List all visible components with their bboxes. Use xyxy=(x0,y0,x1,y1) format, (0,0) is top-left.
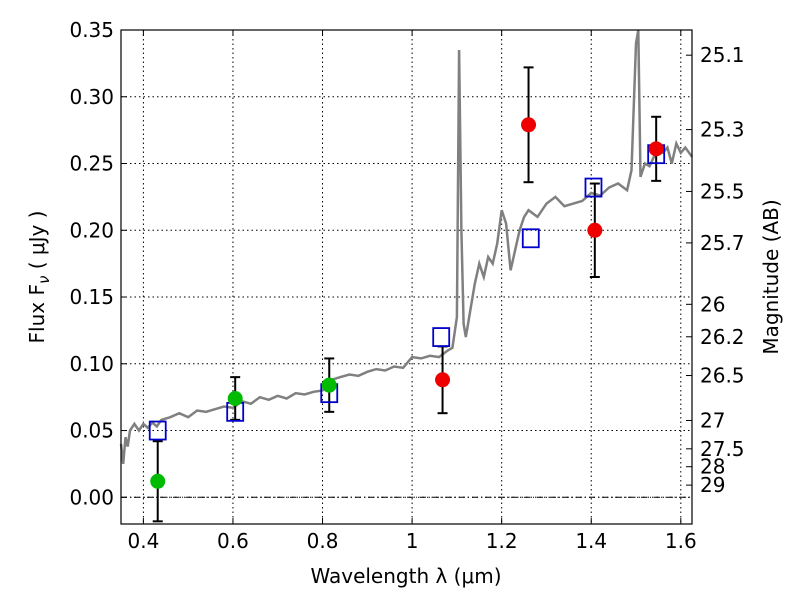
x-tick-label: 0.4 xyxy=(127,529,159,553)
x-tick-label: 0.6 xyxy=(217,529,249,553)
y-tick-label: 0.15 xyxy=(69,285,114,309)
y-tick-labels: 0.00 0.05 0.10 0.15 0.20 0.25 0.30 0.35 xyxy=(69,18,114,509)
y-tick-label: 0.10 xyxy=(69,352,114,376)
red-point xyxy=(587,222,603,238)
y2-tick-label: 26.2 xyxy=(700,325,745,349)
y2-tick-label: 25.7 xyxy=(700,231,745,255)
plot-area xyxy=(121,30,692,524)
y-tick-label: 0.00 xyxy=(69,485,114,509)
red-point xyxy=(648,141,664,157)
y-tick-label: 0.30 xyxy=(69,85,114,109)
green-point xyxy=(150,473,166,489)
y2-tick-label: 25.1 xyxy=(700,43,745,67)
y2-tick-label: 29 xyxy=(700,473,725,497)
y2-tick-label: 26.5 xyxy=(700,364,745,388)
model-point xyxy=(148,420,167,441)
y2-axis-label: Magnitude (AB) xyxy=(759,199,783,354)
y2-tick-label: 25.3 xyxy=(700,118,745,142)
x-tick-label: 1.6 xyxy=(665,529,697,553)
y2-tick-label: 26 xyxy=(700,292,725,316)
x-tick-labels: 0.4 0.6 0.8 1 1.2 1.4 1.6 xyxy=(127,529,696,553)
y2-tick-label: 27.5 xyxy=(700,437,745,461)
y-tick-label: 0.35 xyxy=(69,18,114,42)
x-tick-label: 1.4 xyxy=(575,529,607,553)
plot-frame xyxy=(120,29,693,525)
y-axis-label: Flux Fν ( μJy ) xyxy=(25,211,53,344)
y-tick-label: 0.20 xyxy=(69,218,114,242)
green-point xyxy=(321,377,337,393)
x-axis-label: Wavelength λ (μm) xyxy=(310,564,501,588)
y-axis-label-main: Flux F xyxy=(25,284,49,343)
observed-points xyxy=(150,117,664,489)
y2-tick-label: 25.5 xyxy=(700,179,745,203)
sed-curve xyxy=(119,29,694,465)
x-tick-label: 1 xyxy=(406,529,419,553)
model-point xyxy=(432,327,451,347)
x-tick-label: 1.2 xyxy=(486,529,518,553)
y-tick-label: 0.25 xyxy=(69,152,114,176)
red-point xyxy=(521,117,537,133)
green-point xyxy=(227,390,243,406)
y-axis-label-subscript: ν xyxy=(35,276,53,284)
y-axis-label-unit: ( μJy ) xyxy=(25,211,49,276)
model-point xyxy=(521,228,540,249)
red-point xyxy=(435,372,451,388)
axis-ticks xyxy=(121,29,692,524)
y-tick-label: 0.05 xyxy=(69,419,114,443)
y2-tick-label: 27 xyxy=(700,408,725,432)
y2-tick-label: 28 xyxy=(700,455,725,479)
model-point xyxy=(584,177,603,198)
x-tick-label: 0.8 xyxy=(307,529,339,553)
